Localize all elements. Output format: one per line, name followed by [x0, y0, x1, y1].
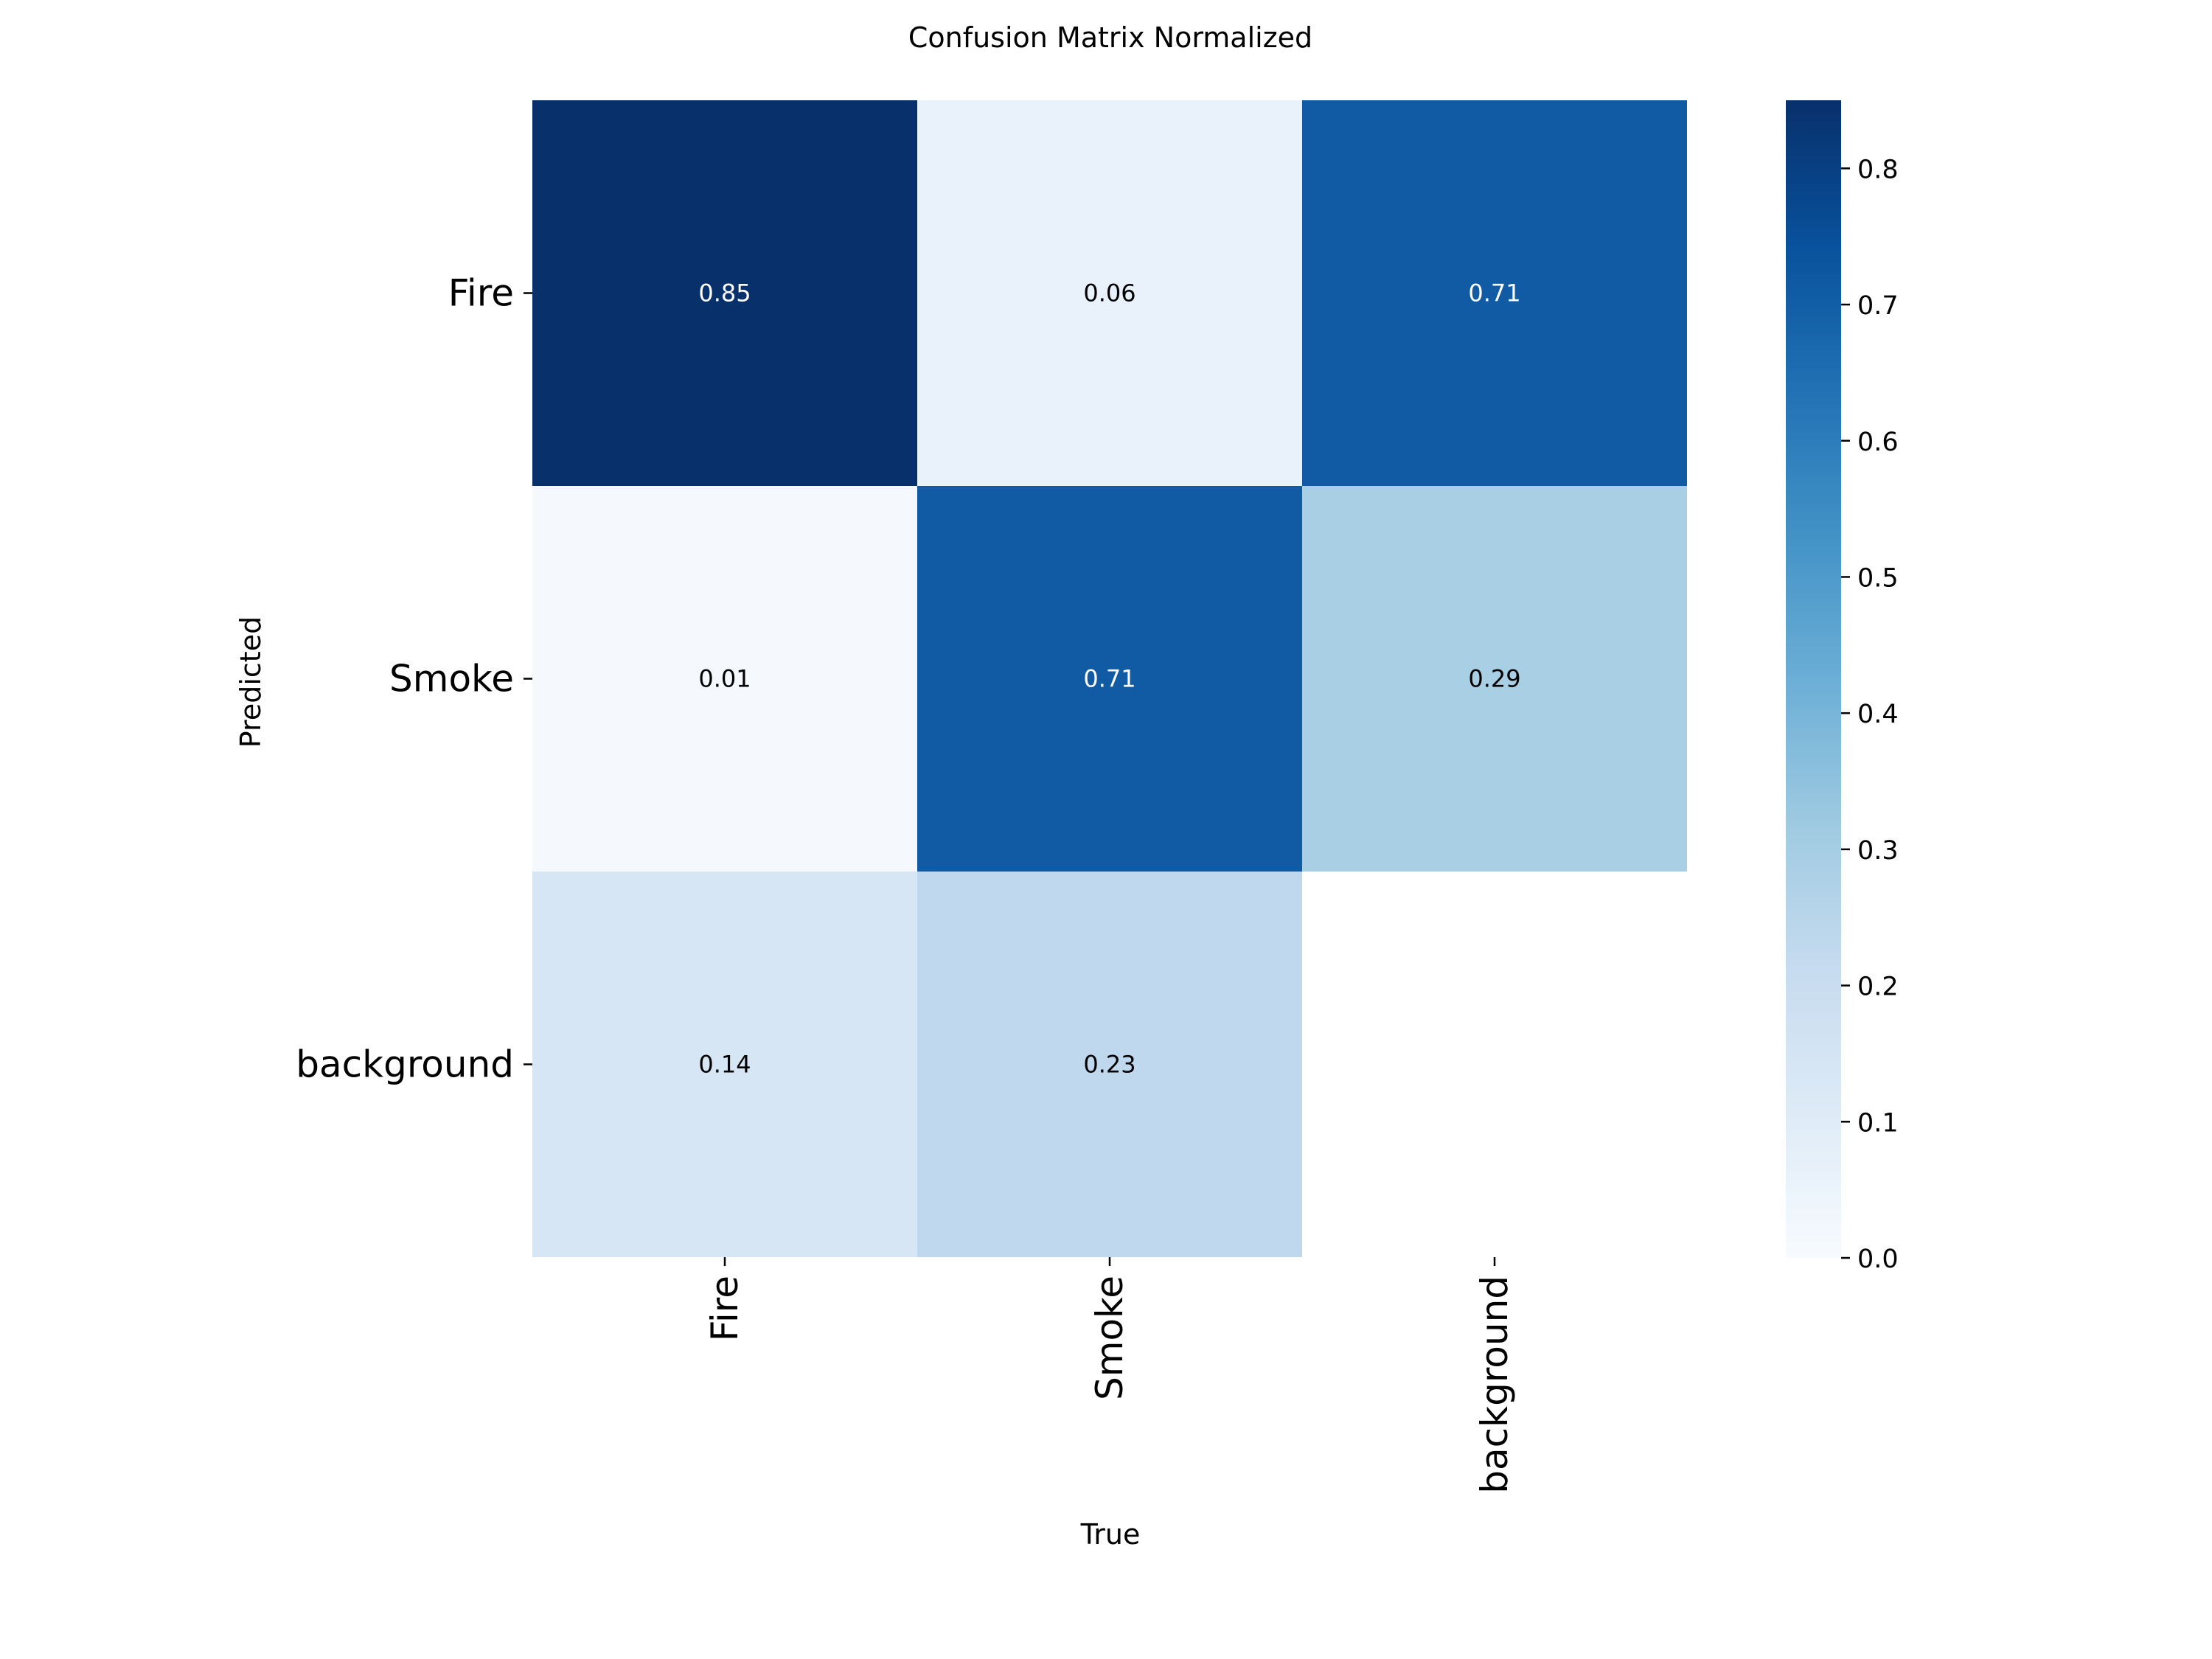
- x-tick-label: Fire: [703, 1276, 746, 1341]
- colorbar-tick-label: 0.1: [1857, 1108, 1899, 1138]
- y-tick-label: Smoke: [389, 658, 514, 700]
- colorbar-tick-label: 0.3: [1857, 836, 1899, 866]
- colorbar-gradient: [1786, 100, 1841, 1258]
- colorbar: 0.0 0.1 0.2 0.3 0.4 0.5 0.6 0.7 0.8: [1786, 100, 1899, 1274]
- heatmap-cell: [917, 486, 1302, 872]
- cell-value-label: 0.71: [1083, 665, 1135, 693]
- cell-value-label: 0.71: [1468, 279, 1520, 307]
- x-axis: Fire Smoke background: [703, 1257, 1516, 1494]
- colorbar-tick-label: 0.4: [1857, 700, 1899, 729]
- y-tick-label: background: [296, 1043, 514, 1086]
- heatmap-cell: [1302, 486, 1687, 872]
- heatmap-cell: [532, 872, 917, 1257]
- chart-title: Confusion Matrix Normalized: [908, 21, 1312, 54]
- heatmap-cell: [532, 486, 917, 872]
- y-axis-label: Predicted: [234, 616, 267, 748]
- cell-value-label: 0.85: [698, 279, 751, 307]
- heatmap-cell: [917, 100, 1302, 486]
- y-tick-label: Fire: [448, 272, 514, 315]
- cell-value-label: 0.06: [1083, 279, 1135, 307]
- colorbar-tick-label: 0.5: [1857, 563, 1899, 593]
- cell-value-label: 0.29: [1468, 665, 1520, 693]
- cell-value-label: 0.23: [1083, 1051, 1135, 1079]
- x-axis-label: True: [1080, 1518, 1141, 1551]
- colorbar-tick-label: 0.0: [1857, 1245, 1899, 1274]
- heatmap-cell: [917, 872, 1302, 1257]
- heatmap-cell: [532, 100, 917, 486]
- colorbar-tick-label: 0.6: [1857, 428, 1899, 457]
- x-tick-label: Smoke: [1088, 1276, 1131, 1400]
- heatmap-cells: 0.85 0.06 0.71 0.01 0.71 0.29 0.14 0.23: [532, 100, 1687, 1257]
- cell-value-label: 0.14: [698, 1051, 751, 1079]
- y-axis: Fire Smoke background: [296, 272, 532, 1086]
- colorbar-tick-label: 0.2: [1857, 973, 1899, 1002]
- colorbar-tick-label: 0.7: [1857, 291, 1899, 321]
- colorbar-tick-label: 0.8: [1857, 155, 1899, 184]
- x-tick-label: background: [1473, 1276, 1516, 1494]
- cell-value-label: 0.01: [698, 665, 751, 693]
- heatmap-cell: [1302, 100, 1687, 486]
